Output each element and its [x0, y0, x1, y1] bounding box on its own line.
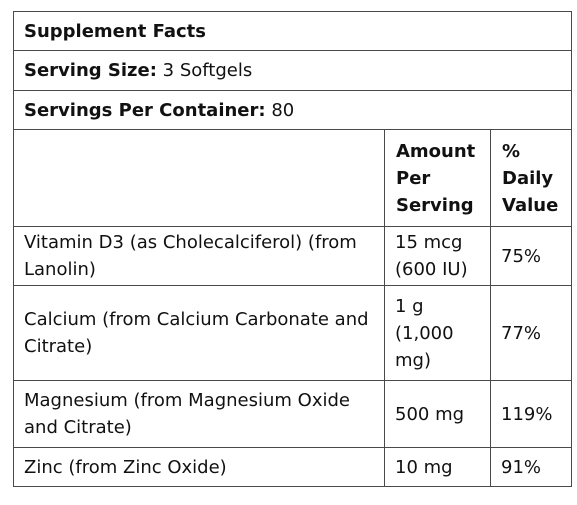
nutrient-column-header [13, 129, 385, 227]
amount-column-header: Amount Per Serving [384, 129, 491, 227]
table-row: Vitamin D3 (as Cholecalciferol) (from La… [13, 226, 573, 286]
nutrient-name: Zinc (from Zinc Oxide) [13, 447, 385, 487]
nutrient-name: Calcium (from Calcium Carbonate and Citr… [13, 285, 385, 381]
nutrient-daily-value: 77% [489, 285, 573, 381]
servings-per-container: Servings Per Container: 80 [12, 90, 573, 130]
serving-size-label: Serving Size: [24, 60, 157, 81]
servings-per-container-value: 80 [265, 99, 295, 121]
nutrient-amount: 10 mg [384, 447, 491, 487]
daily-value-column-header: % Daily Value [489, 129, 573, 227]
serving-size-value: 3 Softgels [156, 60, 253, 81]
table-row: Calcium (from Calcium Carbonate and Citr… [13, 285, 573, 381]
table-row: Magnesium (from Magnesium Oxide and Citr… [13, 380, 573, 448]
servings-per-container-label: Servings Per Container: [24, 99, 266, 121]
nutrient-name: Magnesium (from Magnesium Oxide and Citr… [13, 380, 385, 448]
supplement-facts-table: Supplement Facts Serving Size: 3 Softgel… [12, 11, 573, 487]
nutrient-amount: 15 mcg (600 IU) [384, 226, 491, 286]
serving-size: Serving Size: 3 Softgels [12, 50, 573, 91]
nutrient-daily-value: 75% [489, 226, 573, 286]
table-row: Zinc (from Zinc Oxide) 10 mg 91% [13, 447, 573, 487]
nutrient-daily-value: 91% [489, 447, 573, 487]
nutrient-amount: 500 mg [384, 380, 491, 448]
nutrient-name: Vitamin D3 (as Cholecalciferol) (from La… [13, 226, 385, 286]
facts-title: Supplement Facts [12, 11, 573, 51]
nutrient-amount: 1 g (1,000 mg) [384, 285, 491, 381]
nutrient-daily-value: 119% [489, 380, 573, 448]
